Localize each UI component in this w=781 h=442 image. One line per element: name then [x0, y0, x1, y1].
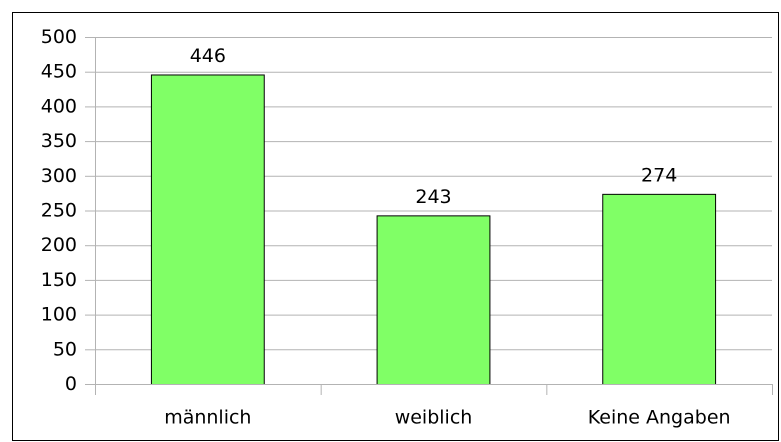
y-tick-label: 100 [41, 304, 77, 326]
y-tick-label: 0 [65, 373, 77, 395]
y-tick-label: 350 [41, 130, 77, 152]
y-tick-label: 400 [41, 95, 77, 117]
y-tick-label: 150 [41, 269, 77, 291]
x-tick-label: Keine Angaben [588, 407, 731, 429]
data-label: 446 [190, 45, 226, 67]
y-tick-label: 500 [41, 26, 77, 48]
data-label: 274 [641, 164, 677, 186]
y-tick-label: 250 [41, 200, 77, 222]
bar [150, 74, 265, 385]
bar [376, 215, 491, 385]
y-tick-label: 450 [41, 61, 77, 83]
data-label: 243 [415, 186, 451, 208]
y-tick-label: 50 [53, 338, 77, 360]
y-tick-label: 300 [41, 165, 77, 187]
x-tick-label: weiblich [395, 407, 473, 429]
x-tick-label: männlich [164, 407, 251, 429]
y-tick-label: 200 [41, 234, 77, 256]
bar [602, 193, 717, 385]
